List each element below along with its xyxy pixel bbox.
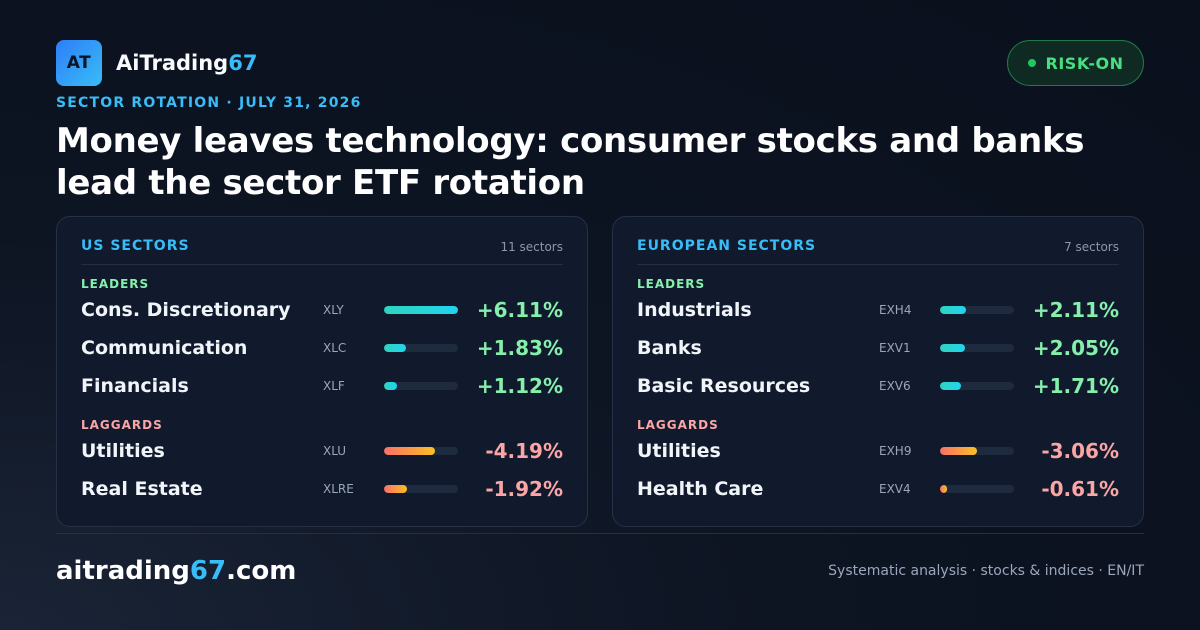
site-suffix: .com — [226, 556, 297, 586]
change-bar-fill — [384, 447, 436, 455]
change-bar — [384, 447, 458, 455]
change-bar — [940, 306, 1014, 314]
sector-change: -0.61% — [1041, 477, 1119, 501]
sector-row: Industrials EXH4 +2.11% — [637, 291, 1119, 329]
sector-change: -4.19% — [485, 439, 563, 463]
panel-title: US SECTORS — [81, 238, 190, 254]
sector-change: +1.83% — [476, 336, 563, 360]
sector-row: Utilities XLU -4.19% — [81, 432, 563, 470]
brand-header: AT AiTrading67 — [56, 40, 257, 86]
sector-ticker: EXH4 — [879, 303, 912, 317]
sector-row: Financials XLF +1.12% — [81, 367, 563, 405]
sector-row: Health Care EXV4 -0.61% — [637, 470, 1119, 508]
sector-change: +6.11% — [476, 298, 563, 322]
sector-name: Basic Resources — [637, 375, 811, 397]
sector-row: Utilities EXH9 -3.06% — [637, 432, 1119, 470]
change-bar-fill — [940, 447, 977, 455]
footer-divider — [56, 533, 1144, 534]
change-bar-fill — [384, 485, 407, 493]
sector-name: Communication — [81, 337, 248, 359]
panel-title: EUROPEAN SECTORS — [637, 238, 817, 254]
leaders-label: LEADERS — [81, 277, 150, 291]
leaders-list: Cons. Discretionary XLY +6.11% Communicatio… — [81, 291, 563, 405]
sector-ticker: XLY — [323, 303, 344, 317]
sector-name: Banks — [637, 337, 702, 359]
change-bar-fill — [940, 382, 961, 390]
status-dot-icon — [1027, 59, 1036, 67]
change-bar — [940, 344, 1014, 352]
sector-name: Financials — [81, 375, 189, 397]
sector-change: -3.06% — [1041, 439, 1119, 463]
sector-row: Banks EXV1 +2.05% — [637, 329, 1119, 367]
brand-name-accent: 67 — [228, 51, 258, 75]
sector-change: +2.05% — [1032, 336, 1119, 360]
risk-status-badge: RISK-ON — [1007, 40, 1144, 86]
change-bar — [940, 485, 1014, 493]
leaders-list: Industrials EXH4 +2.11% Banks EXV1 +2.05% Basi… — [637, 291, 1119, 405]
change-bar-fill — [940, 306, 966, 314]
panel-header: US SECTORS 11 sectors — [81, 217, 563, 265]
sector-row: Real Estate XLRE -1.92% — [81, 470, 563, 508]
change-bar — [384, 344, 458, 352]
sector-name: Health Care — [637, 478, 764, 500]
change-bar-fill — [940, 485, 948, 493]
laggards-label: LAGGARDS — [637, 418, 719, 432]
change-bar-fill — [384, 344, 407, 352]
sector-row: Basic Resources EXV6 +1.71% — [637, 367, 1119, 405]
footer-tagline: Systematic analysis · stocks & indices ·… — [828, 563, 1144, 579]
headline: Money leaves technology: consumer stocks… — [56, 121, 1085, 203]
laggards-label: LAGGARDS — [81, 418, 163, 432]
sector-name: Utilities — [637, 440, 721, 462]
change-bar-fill — [384, 306, 458, 314]
sector-name: Industrials — [637, 299, 752, 321]
laggards-list: Utilities XLU -4.19% Real Estate XLRE -1.92% — [81, 432, 563, 508]
sector-ticker: EXV1 — [879, 341, 911, 355]
sector-ticker: XLC — [323, 341, 347, 355]
sector-change: +1.12% — [476, 374, 563, 398]
panel-count: 7 sectors — [1064, 240, 1119, 254]
change-bar-fill — [940, 344, 966, 352]
sector-ticker: EXV6 — [879, 379, 911, 393]
change-bar — [940, 447, 1014, 455]
panel-us-sectors: US SECTORS 11 sectors LEADERS Cons. Disc… — [56, 216, 588, 527]
sector-ticker: EXH9 — [879, 444, 912, 458]
sector-name: Utilities — [81, 440, 165, 462]
sector-ticker: EXV4 — [879, 482, 911, 496]
kicker: SECTOR ROTATION · JULY 31, 2026 — [56, 95, 362, 111]
sector-change: +2.11% — [1032, 298, 1119, 322]
sector-name: Real Estate — [81, 478, 203, 500]
change-bar-fill — [384, 382, 398, 390]
change-bar — [940, 382, 1014, 390]
brand-name: AiTrading67 — [116, 51, 257, 75]
sector-name: Cons. Discretionary — [81, 299, 291, 321]
leaders-label: LEADERS — [637, 277, 706, 291]
change-bar — [384, 485, 458, 493]
logo-badge: AT — [56, 40, 102, 86]
brand-name-main: AiTrading — [116, 51, 229, 75]
sector-ticker: XLRE — [323, 482, 354, 496]
panel-header: EUROPEAN SECTORS 7 sectors — [637, 217, 1119, 265]
site-accent: 67 — [189, 556, 227, 586]
sector-change: -1.92% — [485, 477, 563, 501]
sector-ticker: XLF — [323, 379, 345, 393]
laggards-list: Utilities EXH9 -3.06% Health Care EXV4 -0.61% — [637, 432, 1119, 508]
risk-status-label: RISK-ON — [1045, 53, 1124, 73]
site-main: aitrading — [56, 556, 190, 586]
sector-row: Cons. Discretionary XLY +6.11% — [81, 291, 563, 329]
panel-count: 11 sectors — [500, 240, 563, 254]
change-bar — [384, 306, 458, 314]
footer-website-link[interactable]: aitrading67.com — [56, 556, 296, 586]
panel-european-sectors: EUROPEAN SECTORS 7 sectors LEADERS Indus… — [612, 216, 1144, 527]
sector-change: +1.71% — [1032, 374, 1119, 398]
sector-ticker: XLU — [323, 444, 347, 458]
change-bar — [384, 382, 458, 390]
sector-row: Communication XLC +1.83% — [81, 329, 563, 367]
